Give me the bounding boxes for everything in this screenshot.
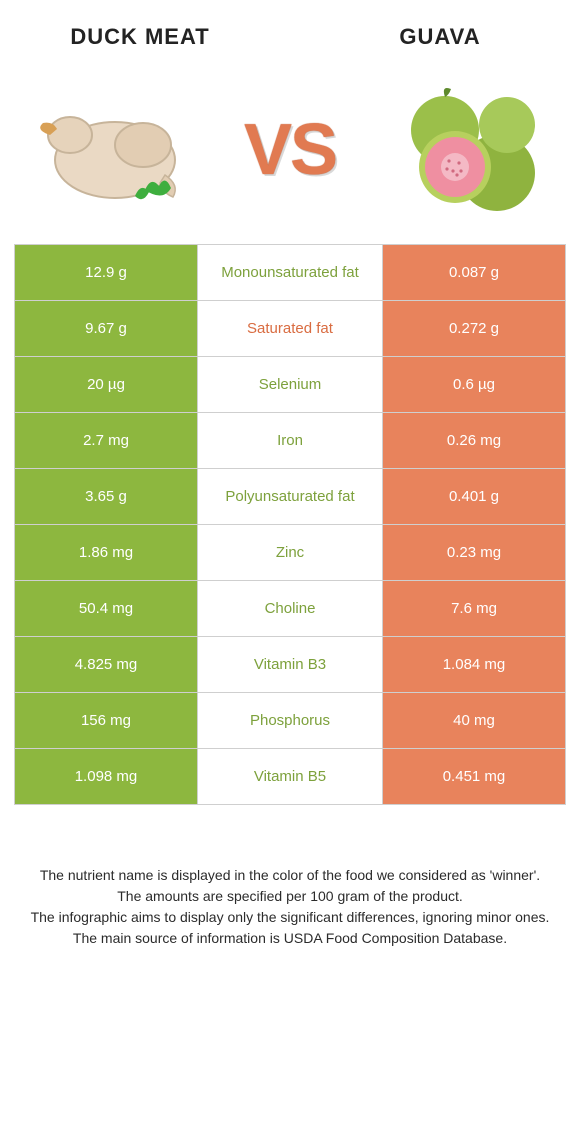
left-value-cell: 20 µg (15, 357, 197, 412)
table-row: 3.65 gPolyunsaturated fat0.401 g (15, 468, 565, 524)
left-value-cell: 50.4 mg (15, 581, 197, 636)
table-row: 12.9 gMonounsaturated fat0.087 g (15, 244, 565, 300)
nutrient-label-cell: Zinc (197, 525, 383, 580)
table-row: 9.67 gSaturated fat0.272 g (15, 300, 565, 356)
duck-icon (25, 75, 195, 225)
duck-meat-image (20, 70, 200, 230)
right-value-cell: 0.401 g (383, 469, 565, 524)
left-value-cell: 3.65 g (15, 469, 197, 524)
right-value-cell: 0.26 mg (383, 413, 565, 468)
vs-label: VS (244, 109, 336, 191)
hero-row: VS (0, 66, 580, 244)
left-value-cell: 12.9 g (15, 245, 197, 300)
right-value-cell: 0.451 mg (383, 749, 565, 804)
right-value-cell: 0.6 µg (383, 357, 565, 412)
table-row: 20 µgSelenium0.6 µg (15, 356, 565, 412)
right-value-cell: 0.23 mg (383, 525, 565, 580)
nutrient-label-cell: Polyunsaturated fat (197, 469, 383, 524)
right-value-cell: 1.084 mg (383, 637, 565, 692)
nutrient-label-cell: Vitamin B3 (197, 637, 383, 692)
left-value-cell: 4.825 mg (15, 637, 197, 692)
comparison-table: 12.9 gMonounsaturated fat0.087 g9.67 gSa… (14, 244, 566, 805)
table-row: 1.86 mgZinc0.23 mg (15, 524, 565, 580)
table-row: 156 mgPhosphorus40 mg (15, 692, 565, 748)
nutrient-label-cell: Monounsaturated fat (197, 245, 383, 300)
nutrient-label-cell: Choline (197, 581, 383, 636)
nutrient-label-cell: Phosphorus (197, 693, 383, 748)
table-row: 2.7 mgIron0.26 mg (15, 412, 565, 468)
left-value-cell: 2.7 mg (15, 413, 197, 468)
left-value-cell: 1.098 mg (15, 749, 197, 804)
footer-line: The nutrient name is displayed in the co… (28, 865, 552, 886)
right-value-cell: 0.087 g (383, 245, 565, 300)
right-food-title: Guava (340, 24, 540, 50)
nutrient-label-cell: Saturated fat (197, 301, 383, 356)
guava-icon (385, 75, 555, 225)
left-value-cell: 156 mg (15, 693, 197, 748)
nutrient-label-cell: Iron (197, 413, 383, 468)
nutrient-label-cell: Vitamin B5 (197, 749, 383, 804)
left-food-title: Duck Meat (40, 24, 240, 50)
nutrient-label-cell: Selenium (197, 357, 383, 412)
left-value-cell: 1.86 mg (15, 525, 197, 580)
footer-line: The main source of information is USDA F… (28, 928, 552, 949)
right-value-cell: 0.272 g (383, 301, 565, 356)
right-value-cell: 7.6 mg (383, 581, 565, 636)
footer-line: The amounts are specified per 100 gram o… (28, 886, 552, 907)
table-row: 4.825 mgVitamin B31.084 mg (15, 636, 565, 692)
footer-line: The infographic aims to display only the… (28, 907, 552, 928)
footer-notes: The nutrient name is displayed in the co… (0, 805, 580, 949)
guava-image (380, 70, 560, 230)
right-value-cell: 40 mg (383, 693, 565, 748)
left-value-cell: 9.67 g (15, 301, 197, 356)
table-row: 50.4 mgCholine7.6 mg (15, 580, 565, 636)
header-row: Duck Meat Guava (0, 0, 580, 66)
table-row: 1.098 mgVitamin B50.451 mg (15, 748, 565, 804)
